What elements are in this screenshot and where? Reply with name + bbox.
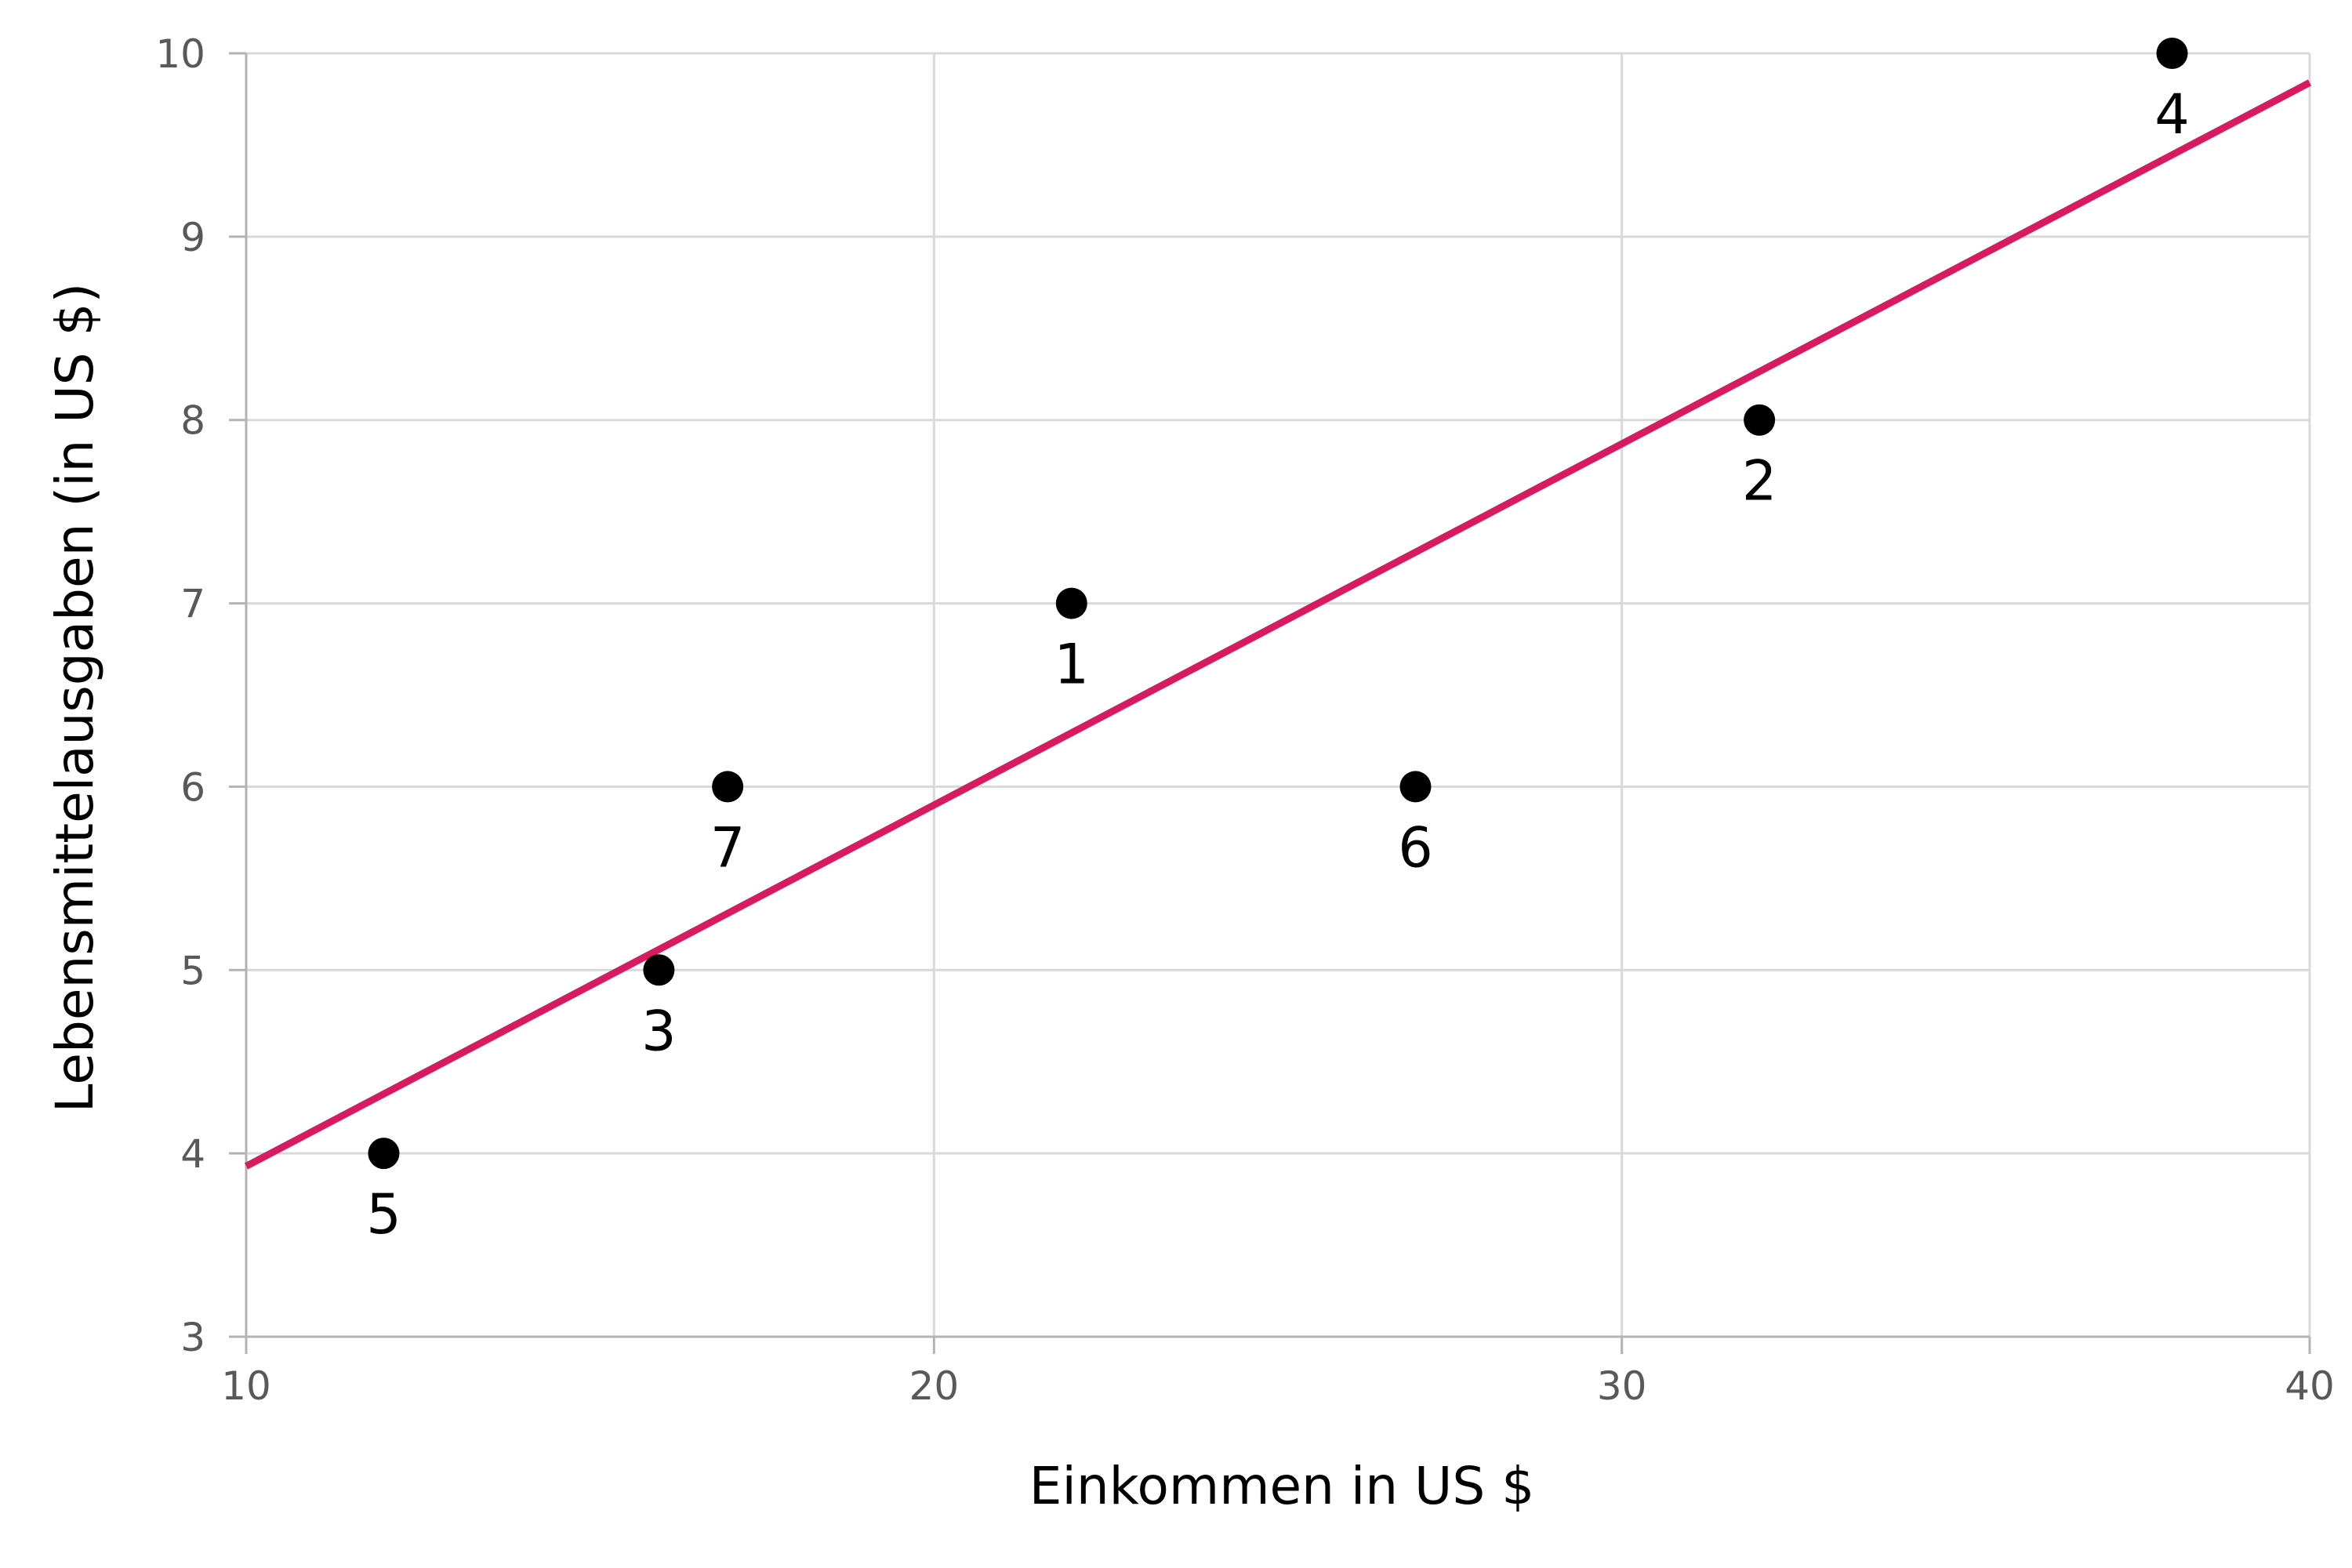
x-tick-label: 40	[2285, 1363, 2335, 1409]
data-point-6	[1399, 771, 1432, 803]
y-tick-label: 8	[180, 398, 205, 444]
x-axis-title: Einkommen in US $	[1029, 1456, 1534, 1516]
trendline	[244, 79, 2312, 1170]
y-tick-label: 3	[180, 1315, 205, 1360]
y-tick-label: 7	[180, 582, 205, 627]
data-point-label-3: 3	[641, 999, 677, 1063]
data-point-1	[1055, 587, 1087, 619]
data-point-label-4: 4	[2154, 82, 2190, 147]
data-point-label-7: 7	[710, 815, 746, 880]
data-point-label-6: 6	[1398, 815, 1433, 880]
x-tick-label: 10	[221, 1363, 271, 1409]
y-tick-label: 6	[180, 764, 205, 810]
data-point-label-2: 2	[1742, 449, 1777, 514]
y-tick-label: 9	[180, 215, 205, 260]
data-point-label-5: 5	[366, 1182, 401, 1247]
data-points: 1 2 3 4 5 6 7	[366, 38, 2190, 1247]
x-tick-label: 20	[909, 1363, 960, 1409]
data-point-label-1: 1	[1054, 633, 1090, 697]
y-tick-label: 4	[180, 1131, 205, 1177]
data-point-7	[712, 771, 744, 803]
data-point-3	[643, 954, 675, 986]
grid	[246, 52, 2311, 1337]
y-tick-label: 10	[155, 31, 205, 77]
data-point-5	[368, 1138, 400, 1170]
y-tick-label: 5	[180, 948, 205, 993]
data-point-4	[2156, 38, 2188, 69]
y-axis-title: Lebensmittelausgaben (in US $)	[45, 283, 105, 1112]
trendline-group	[244, 79, 2312, 1170]
data-point-2	[1744, 404, 1776, 436]
x-tick-label: 30	[1597, 1363, 1647, 1409]
axes: 3 4 5 6 7 8 9 10 10 20 30 40	[155, 31, 2334, 1409]
